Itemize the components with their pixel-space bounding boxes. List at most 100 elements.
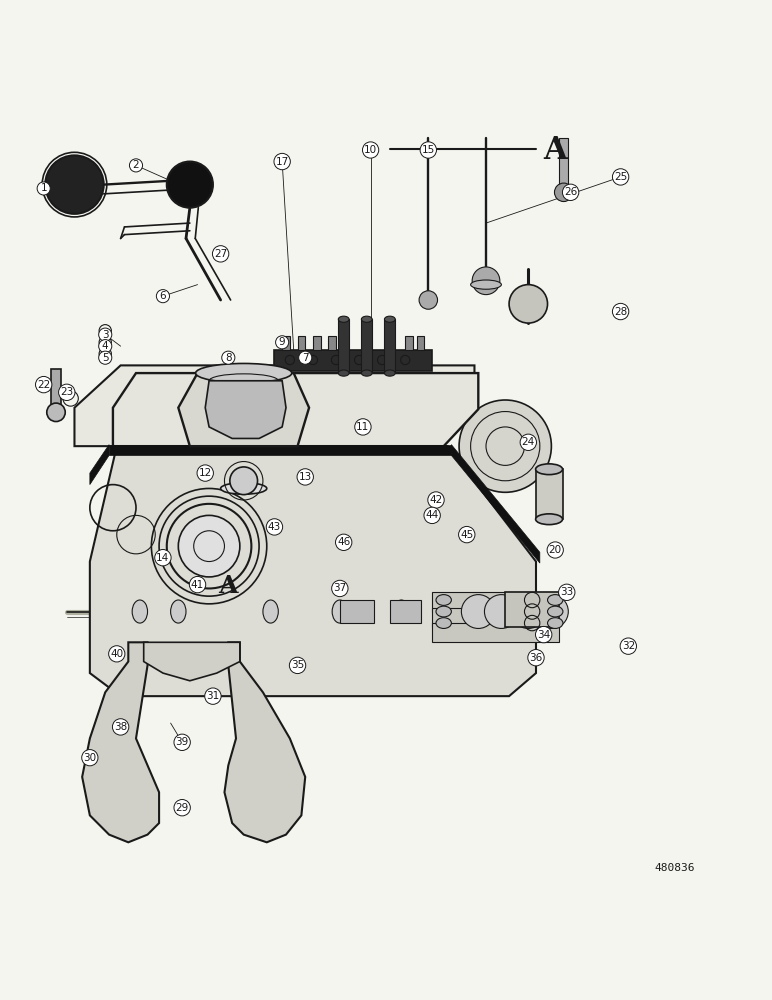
Text: 27: 27: [214, 249, 227, 259]
Circle shape: [178, 515, 240, 577]
Text: 33: 33: [560, 587, 574, 597]
Text: 6: 6: [160, 291, 166, 301]
Bar: [52, 369, 61, 412]
Text: 8: 8: [225, 353, 232, 363]
Polygon shape: [505, 592, 559, 627]
Polygon shape: [225, 642, 305, 842]
Circle shape: [511, 595, 545, 628]
Circle shape: [509, 285, 547, 323]
Ellipse shape: [384, 316, 395, 322]
Text: 5: 5: [102, 353, 109, 363]
Text: 4: 4: [102, 341, 109, 351]
Text: 15: 15: [422, 145, 435, 155]
Ellipse shape: [171, 600, 186, 623]
Text: 3: 3: [102, 330, 109, 340]
Polygon shape: [432, 592, 559, 612]
Text: 42: 42: [429, 495, 442, 505]
Polygon shape: [205, 381, 286, 438]
Circle shape: [485, 595, 518, 628]
Circle shape: [462, 595, 495, 628]
Ellipse shape: [536, 464, 563, 475]
Text: 25: 25: [614, 172, 627, 182]
Bar: [417, 336, 425, 350]
Ellipse shape: [394, 600, 409, 623]
Polygon shape: [144, 642, 240, 681]
Ellipse shape: [547, 618, 563, 628]
Text: 2: 2: [133, 160, 139, 170]
Polygon shape: [90, 446, 536, 696]
Ellipse shape: [547, 606, 563, 617]
Ellipse shape: [471, 280, 501, 289]
Text: 26: 26: [564, 187, 577, 197]
Bar: [328, 336, 336, 350]
Text: 34: 34: [537, 630, 550, 640]
Text: 41: 41: [191, 580, 204, 590]
Text: 43: 43: [268, 522, 281, 532]
Ellipse shape: [361, 316, 372, 322]
Text: 14: 14: [156, 553, 170, 563]
Ellipse shape: [338, 370, 349, 376]
Text: 480836: 480836: [654, 863, 695, 873]
Ellipse shape: [384, 370, 395, 376]
Text: 44: 44: [425, 510, 438, 520]
Text: 39: 39: [175, 737, 189, 747]
Text: 36: 36: [530, 653, 543, 663]
Text: 13: 13: [299, 472, 312, 482]
Circle shape: [46, 155, 103, 214]
Bar: [390, 600, 421, 623]
Bar: [361, 319, 372, 373]
Polygon shape: [536, 469, 563, 519]
Polygon shape: [113, 373, 479, 446]
Polygon shape: [82, 642, 159, 842]
Circle shape: [419, 291, 438, 309]
Text: 24: 24: [522, 437, 535, 447]
Bar: [313, 336, 320, 350]
Polygon shape: [74, 365, 475, 446]
Text: 40: 40: [110, 649, 124, 659]
Text: 22: 22: [37, 380, 50, 390]
Circle shape: [47, 403, 66, 422]
Ellipse shape: [436, 595, 452, 605]
Text: 37: 37: [334, 583, 347, 593]
Text: 11: 11: [357, 422, 370, 432]
Ellipse shape: [436, 606, 452, 617]
Bar: [559, 138, 568, 192]
Circle shape: [459, 400, 551, 492]
Ellipse shape: [338, 316, 349, 322]
Text: 29: 29: [175, 803, 189, 813]
Ellipse shape: [547, 595, 563, 605]
Circle shape: [167, 162, 213, 208]
Text: 20: 20: [549, 545, 562, 555]
Text: A: A: [543, 135, 567, 166]
Text: 17: 17: [276, 157, 289, 167]
Polygon shape: [432, 623, 559, 642]
Ellipse shape: [436, 618, 452, 628]
Text: 12: 12: [198, 468, 212, 478]
Text: 23: 23: [60, 387, 73, 397]
Text: 46: 46: [337, 537, 350, 547]
Text: 7: 7: [302, 353, 309, 363]
Circle shape: [534, 595, 568, 628]
Ellipse shape: [332, 600, 347, 623]
Ellipse shape: [361, 370, 372, 376]
Text: 1: 1: [40, 183, 47, 193]
Circle shape: [472, 267, 499, 295]
Ellipse shape: [195, 363, 292, 383]
Bar: [405, 336, 413, 350]
Ellipse shape: [221, 483, 267, 494]
Polygon shape: [275, 350, 432, 371]
Circle shape: [554, 183, 573, 202]
Text: 32: 32: [621, 641, 635, 651]
Polygon shape: [109, 445, 452, 455]
Bar: [384, 319, 395, 373]
Ellipse shape: [263, 600, 279, 623]
Polygon shape: [90, 445, 109, 485]
Ellipse shape: [536, 514, 563, 525]
Polygon shape: [452, 445, 540, 563]
Bar: [338, 319, 349, 373]
Text: 9: 9: [279, 337, 286, 347]
Text: 30: 30: [83, 753, 96, 763]
Text: 28: 28: [614, 307, 627, 317]
Text: 31: 31: [206, 691, 219, 701]
Polygon shape: [432, 608, 559, 627]
